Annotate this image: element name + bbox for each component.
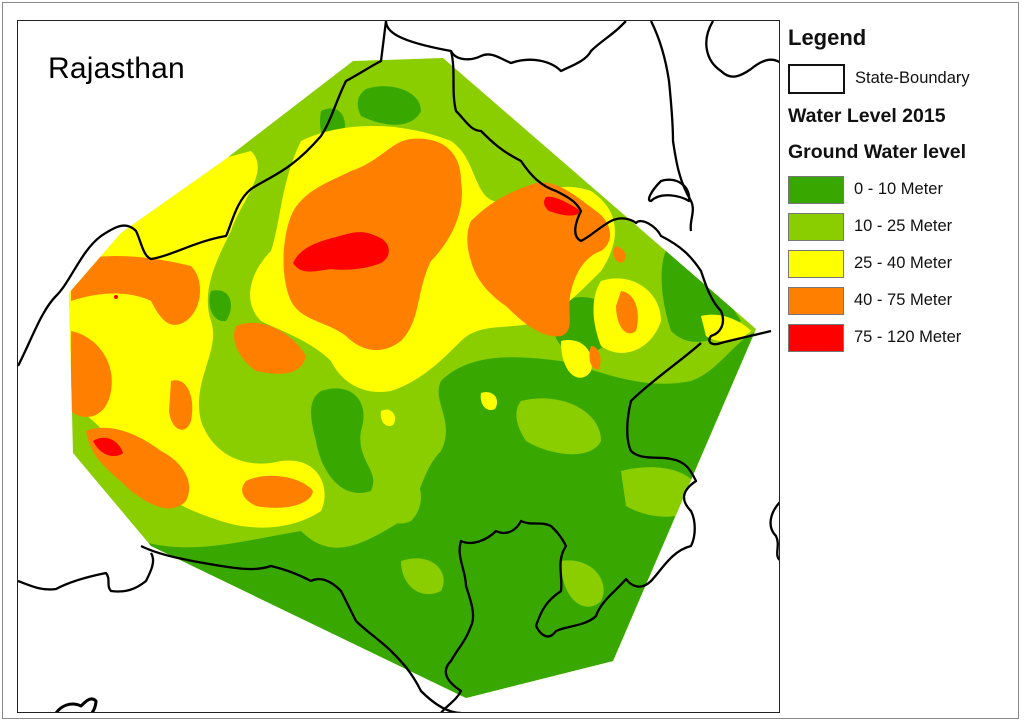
legend-layer-title: Water Level 2015 bbox=[788, 105, 946, 127]
legend-swatch bbox=[788, 175, 844, 204]
legend-label: 25 - 40 Meter bbox=[854, 254, 953, 272]
map-frame[interactable] bbox=[17, 20, 780, 713]
legend-title: Legend bbox=[788, 25, 867, 50]
legend-swatch bbox=[788, 286, 844, 315]
state-boundary-swatch bbox=[788, 63, 845, 94]
zone-75-120 bbox=[293, 232, 389, 272]
legend-label: 0 - 10 Meter bbox=[854, 180, 943, 198]
legend-label: 10 - 25 Meter bbox=[854, 217, 953, 235]
legend-item-40-75: 40 - 75 Meter bbox=[788, 282, 1018, 319]
legend-item-10-25: 10 - 25 Meter bbox=[788, 208, 1018, 245]
state-boundary-lines bbox=[18, 21, 779, 712]
legend-label: State-Boundary bbox=[855, 69, 970, 87]
legend-swatch bbox=[788, 212, 844, 241]
legend-field-title: Ground Water level bbox=[788, 141, 967, 163]
legend-panel: Legend State-Boundary Water Level 2015 G… bbox=[788, 22, 1018, 356]
legend-swatch bbox=[788, 249, 844, 278]
legend-label: 75 - 120 Meter bbox=[854, 328, 962, 346]
legend-label: 40 - 75 Meter bbox=[854, 291, 953, 309]
legend-item-75-120: 75 - 120 Meter bbox=[788, 319, 1018, 356]
legend-item-state-boundary: State-Boundary bbox=[788, 60, 1018, 97]
map-title: Rajasthan bbox=[48, 52, 185, 85]
legend-swatch bbox=[788, 323, 844, 352]
ground-water-map bbox=[18, 21, 779, 712]
legend-item-25-40: 25 - 40 Meter bbox=[788, 245, 1018, 282]
legend-item-0-10: 0 - 10 Meter bbox=[788, 171, 1018, 208]
water-level-raster bbox=[69, 58, 756, 698]
